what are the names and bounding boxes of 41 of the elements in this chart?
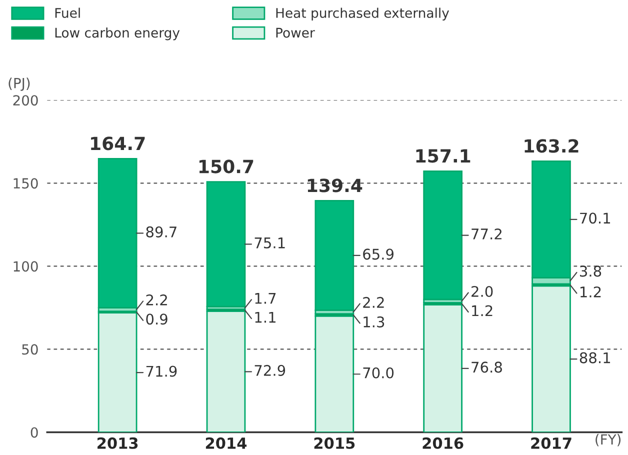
- legend-label: Fuel: [55, 8, 80, 18]
- data-label: 77.2: [472, 228, 502, 240]
- total-label: 164.7: [91, 136, 145, 150]
- total-label: 150.7: [199, 160, 254, 174]
- total-label: 157.1: [416, 149, 470, 163]
- y-tick-label: 200: [13, 95, 38, 106]
- data-label: 65.9: [363, 248, 394, 260]
- x-tick-label: 2017: [531, 437, 572, 449]
- total-label: 163.2: [524, 139, 578, 153]
- data-label: 1.3: [364, 316, 384, 328]
- data-label: 0.9: [146, 314, 168, 325]
- total-label: 139.4: [308, 178, 362, 192]
- data-label: 72.9: [254, 364, 286, 376]
- y-tick-label: 100: [14, 261, 38, 272]
- data-label: 3.8: [580, 266, 602, 277]
- x-tick-label: 2014: [206, 437, 247, 449]
- x-tick-label: 2015: [314, 437, 355, 449]
- data-label: 1.2: [580, 286, 601, 298]
- data-label: 2.2: [146, 294, 167, 306]
- y-tick-label: 150: [14, 178, 38, 189]
- data-label: 76.8: [472, 362, 502, 373]
- x-axis-title: (FY): [596, 434, 621, 446]
- data-label: 70.1: [580, 212, 610, 224]
- data-label: 89.7: [146, 226, 176, 238]
- data-label: 1.1: [255, 312, 276, 323]
- data-label: 88.1: [580, 352, 610, 364]
- data-label: 70.0: [363, 367, 394, 378]
- legend-label: Heat purchased externally: [276, 8, 450, 20]
- data-label: 71.9: [146, 366, 177, 377]
- y-tick-label: 50: [22, 344, 38, 355]
- data-label: 75.1: [254, 238, 285, 248]
- data-label: 1.7: [255, 293, 276, 304]
- data-label: 1.2: [472, 305, 492, 316]
- data-label: 2.0: [472, 286, 493, 297]
- y-tick-label: 0: [30, 427, 38, 438]
- x-tick-label: 2016: [422, 437, 464, 449]
- legend-label: Low carbon energy: [55, 27, 180, 40]
- x-tick-label: 2013: [98, 437, 138, 449]
- y-axis-title: (PJ): [8, 78, 30, 91]
- data-label: 2.2: [363, 296, 384, 308]
- legend-label: Power: [276, 28, 315, 38]
